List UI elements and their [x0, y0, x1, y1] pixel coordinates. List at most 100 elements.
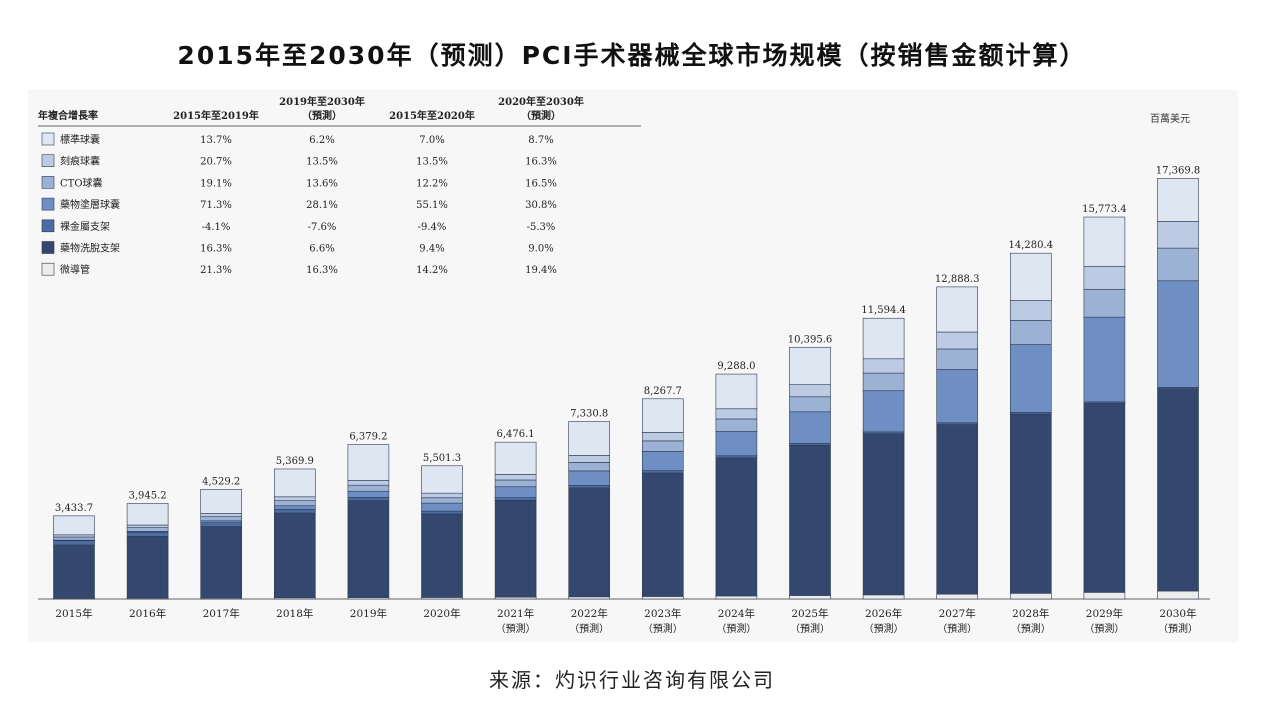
- bar-segment-0-15: [1157, 590, 1199, 600]
- bar-segment-3-4: [347, 490, 390, 498]
- bar-segment-5-13: [1009, 300, 1052, 321]
- table-cell-5-0: 16.3%: [200, 244, 232, 255]
- bar-segment-0-7: [568, 596, 611, 600]
- bar-segment-1-5: [421, 513, 463, 598]
- x-tick-label-11: 2026年: [865, 607, 902, 620]
- bar-segment-5-8: [641, 432, 684, 442]
- total-label-13: 14,280.4: [1009, 240, 1054, 251]
- bar-segment-0-9: [715, 595, 758, 600]
- table-cell-3-2: 55.1%: [416, 200, 448, 211]
- bar-segment-4-9: [715, 418, 758, 432]
- bar-segment-4-6: [494, 479, 537, 488]
- total-label-10: 10,395.6: [788, 334, 833, 345]
- bar-segment-1-8: [641, 472, 684, 597]
- legend-swatch-1: [41, 154, 55, 167]
- bar-segment-3-14: [1083, 316, 1126, 403]
- bar-segment-6-5: [421, 465, 463, 494]
- bar-segment-2-9: [715, 455, 758, 459]
- table-cell-6-1: 16.3%: [306, 265, 338, 276]
- bar-segment-4-2: [200, 516, 242, 522]
- table-cell-0-2: 7.0%: [419, 135, 444, 146]
- stacked-bar-chart: 百萬美元 3,433.7 2015年 3,945.2 2016年 4,529.2 2017年…: [38, 95, 1210, 635]
- x-tick-label-2: 2017年: [203, 607, 240, 620]
- bar-segment-0-8: [641, 596, 684, 600]
- table-cell-1-2: 13.5%: [416, 157, 448, 168]
- table-cell-5-1: 6.6%: [309, 244, 334, 255]
- chart-title: 2015年至2030年（预测）PCI手术器械全球市场规模（按销售金额计算）: [177, 41, 1087, 70]
- table-cell-4-3: -5.3%: [527, 222, 556, 233]
- bar-segment-6-6: [494, 441, 537, 475]
- total-label-1: 3,945.2: [129, 490, 167, 501]
- bar-segment-4-1: [126, 527, 169, 532]
- legend-swatch-4: [41, 219, 55, 233]
- table-header-note-2: （預測）: [302, 109, 342, 122]
- table-header-3: 2015年至2020年: [389, 109, 475, 122]
- bar-segment-4-0: [53, 536, 95, 541]
- bar-segment-3-8: [641, 450, 684, 471]
- total-label-14: 15,773.4: [1082, 204, 1127, 215]
- total-label-3: 5,369.9: [276, 456, 314, 467]
- legend-label-0: 標準球囊: [60, 133, 100, 146]
- legend-label-2: CTO球囊: [60, 176, 103, 189]
- bar-segment-6-14: [1083, 216, 1126, 267]
- legend-swatch-5: [41, 241, 55, 254]
- bar-segment-0-12: [936, 593, 979, 600]
- table-header-0: 年複合增長率: [38, 109, 98, 122]
- x-tick-label-10: 2025年: [791, 607, 828, 620]
- bar-segment-4-11: [862, 372, 905, 392]
- bar-segment-6-2: [200, 489, 242, 514]
- bar-segment-3-9: [715, 431, 758, 457]
- x-tick-label-15: 2030年: [1159, 607, 1196, 620]
- bar-segment-2-6: [494, 497, 537, 501]
- total-label-8: 8,267.7: [644, 386, 682, 397]
- bar-segment-6-7: [568, 421, 611, 456]
- total-label-0: 3,433.7: [55, 503, 93, 514]
- total-label-11: 11,594.4: [861, 305, 906, 316]
- bar-segment-5-0: [53, 534, 95, 538]
- bar-segment-4-8: [641, 440, 684, 452]
- table-header-2: 2019年至2030年: [279, 95, 365, 108]
- x-tick-label-4: 2019年: [350, 607, 387, 620]
- table-header-4: 2020年至2030年: [498, 95, 584, 108]
- legend-label-4: 裸金屬支架: [60, 220, 110, 233]
- bar-segment-2-5: [421, 510, 463, 515]
- bar-segment-0-10: [789, 595, 831, 600]
- bar-segment-3-5: [421, 502, 463, 512]
- bar-segment-6-9: [715, 373, 758, 410]
- bar-segment-2-10: [789, 442, 831, 446]
- table-cell-3-0: 71.3%: [200, 200, 232, 211]
- bar-segment-1-13: [1009, 413, 1052, 594]
- unit-label: 百萬美元: [1150, 112, 1190, 125]
- bar-segment-6-3: [274, 468, 316, 498]
- table-cell-1-3: 16.3%: [525, 157, 557, 168]
- table-header-note-4: （預測）: [521, 109, 561, 122]
- x-tick-label-3: 2018年: [276, 607, 313, 620]
- total-label-12: 12,888.3: [935, 274, 980, 285]
- bar-segment-5-10: [789, 384, 831, 398]
- bar-segment-6-11: [862, 317, 905, 360]
- table-cell-1-0: 20.7%: [200, 157, 232, 168]
- bar-segment-4-4: [347, 484, 390, 492]
- table-cell-3-3: 30.8%: [525, 200, 557, 211]
- bar-segment-5-1: [126, 524, 169, 528]
- x-tick-forecast-15: （預測）: [1158, 622, 1198, 635]
- bar-segment-3-12: [936, 369, 979, 424]
- total-label-9: 9,288.0: [717, 361, 755, 372]
- bar-segment-5-14: [1083, 265, 1126, 290]
- bar-segment-4-5: [421, 497, 463, 504]
- table-cell-4-0: -4.1%: [202, 222, 231, 233]
- bar-segment-2-4: [347, 496, 390, 501]
- total-label-15: 17,369.8: [1156, 165, 1201, 176]
- bar-segment-0-11: [862, 594, 905, 600]
- x-tick-label-14: 2029年: [1086, 607, 1123, 620]
- table-cell-0-3: 8.7%: [528, 135, 553, 146]
- bar-segment-1-10: [789, 445, 831, 596]
- bar-segment-4-12: [936, 348, 979, 370]
- bar-segment-4-15: [1157, 247, 1199, 282]
- bar-segment-0-13: [1009, 593, 1052, 600]
- bar-segment-6-4: [347, 444, 390, 481]
- bar-segment-5-2: [200, 513, 242, 517]
- bar-segment-6-10: [789, 346, 831, 385]
- table-cell-2-0: 19.1%: [200, 178, 232, 189]
- bar-segment-5-7: [568, 455, 611, 463]
